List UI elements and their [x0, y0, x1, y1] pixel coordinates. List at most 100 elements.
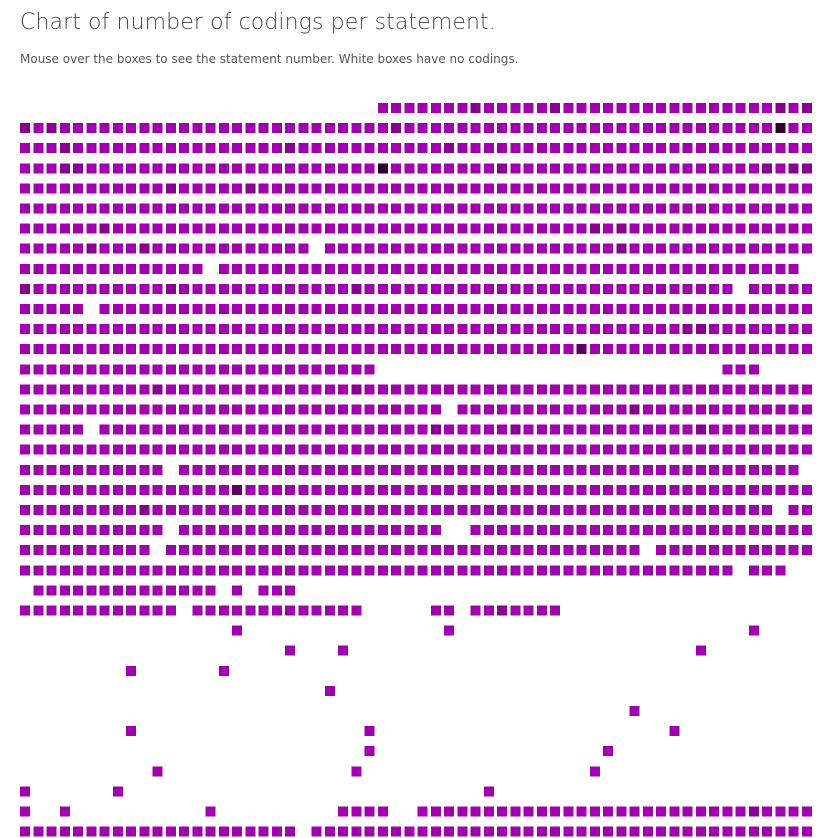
statement-box[interactable]: 1118: [576, 464, 587, 475]
statement-box[interactable]: 1069: [722, 444, 733, 455]
statement-box[interactable]: 913: [245, 404, 256, 415]
statement-box[interactable]: 569: [404, 283, 415, 294]
statement-box[interactable]: 611: [165, 304, 176, 314]
statement-box[interactable]: 470: [669, 243, 680, 254]
statement-box[interactable]: 71: [152, 123, 163, 134]
statement-box[interactable]: 544: [73, 283, 83, 294]
statement-box[interactable]: 978: [311, 424, 322, 435]
statement-box[interactable]: 894: [788, 384, 799, 395]
statement-box[interactable]: 586: [629, 283, 640, 294]
statement-box[interactable]: 1125: [669, 464, 680, 475]
statement-box[interactable]: 911: [218, 404, 229, 415]
statement-box[interactable]: 511: [417, 263, 428, 274]
statement-box[interactable]: 160: [536, 143, 547, 154]
statement-box[interactable]: 1285: [417, 525, 428, 536]
statement-box[interactable]: 216: [483, 163, 494, 174]
statement-box[interactable]: 665: [86, 324, 97, 335]
statement-box[interactable]: 1076: [20, 464, 30, 475]
statement-box[interactable]: 455: [470, 243, 481, 254]
statement-box[interactable]: 755: [483, 344, 494, 355]
statement-box[interactable]: 269: [391, 183, 401, 194]
statement-box[interactable]: 789: [139, 364, 150, 375]
statement-box[interactable]: 1090: [205, 464, 216, 475]
statement-box[interactable]: 939: [589, 404, 600, 415]
statement-box[interactable]: 1005: [669, 424, 680, 435]
statement-box[interactable]: 1327: [179, 545, 189, 556]
statement-box[interactable]: 678: [258, 324, 269, 335]
statement-box[interactable]: 99: [523, 123, 534, 134]
statement-box[interactable]: 387: [364, 223, 375, 234]
statement-box[interactable]: 1499: [99, 605, 110, 616]
statement-box[interactable]: 555: [218, 283, 229, 294]
statement-box[interactable]: 373: [179, 223, 189, 234]
statement-box[interactable]: 1031: [218, 444, 229, 455]
statement-box[interactable]: 486: [86, 263, 97, 274]
statement-box[interactable]: 2150: [59, 826, 70, 837]
statement-box[interactable]: 669: [139, 324, 150, 335]
statement-box[interactable]: 1070: [735, 444, 746, 455]
statement-box[interactable]: 877: [563, 384, 574, 395]
statement-box[interactable]: 565: [351, 283, 362, 294]
statement-box[interactable]: 1336: [298, 545, 309, 556]
statement-box[interactable]: 192: [165, 163, 176, 174]
statement-box[interactable]: 2087: [20, 806, 30, 817]
statement-box[interactable]: 990: [470, 424, 481, 435]
statement-box[interactable]: 1223: [391, 505, 401, 515]
statement-box[interactable]: 1103: [377, 464, 388, 475]
statement-box[interactable]: 441: [285, 243, 295, 254]
statement-box[interactable]: 1435: [46, 585, 57, 596]
statement-box[interactable]: 614: [205, 304, 216, 314]
statement-box[interactable]: 596: [762, 283, 772, 294]
statement-box[interactable]: 487: [99, 263, 110, 274]
statement-box[interactable]: 802: [311, 364, 322, 375]
statement-box[interactable]: 777: [775, 344, 786, 355]
statement-box[interactable]: 1202: [112, 505, 123, 515]
statement-box[interactable]: 680: [285, 324, 295, 335]
statement-box[interactable]: 839: [59, 384, 70, 395]
statement-box[interactable]: 1442: [139, 585, 150, 596]
statement-box[interactable]: 473: [709, 243, 719, 254]
statement-box[interactable]: 854: [258, 384, 269, 395]
statement-box[interactable]: 87: [364, 123, 375, 134]
statement-box[interactable]: 299: [788, 183, 799, 194]
statement-box[interactable]: 994: [523, 424, 534, 435]
statement-box[interactable]: 2201: [735, 826, 746, 837]
statement-box[interactable]: 1124: [656, 464, 666, 475]
statement-box[interactable]: 2191: [603, 826, 613, 837]
statement-box[interactable]: 546: [99, 283, 110, 294]
statement-box[interactable]: 628: [391, 304, 401, 314]
statement-box[interactable]: 1038: [311, 444, 322, 455]
statement-box[interactable]: 1233: [523, 505, 534, 515]
statement-box[interactable]: 890: [735, 384, 746, 395]
statement-box[interactable]: 549: [139, 283, 150, 294]
statement-box[interactable]: 77: [232, 123, 242, 134]
statement-box[interactable]: 578: [523, 283, 534, 294]
statement-box[interactable]: 2174: [377, 826, 388, 837]
statement-box[interactable]: 2111: [338, 806, 348, 817]
statement-box[interactable]: 1279: [338, 525, 348, 536]
statement-box[interactable]: 124: [59, 143, 70, 154]
statement-box[interactable]: 842: [99, 384, 110, 395]
statement-box[interactable]: 194: [192, 163, 203, 174]
statement-box[interactable]: 100: [536, 123, 547, 134]
statement-box[interactable]: 699: [536, 324, 547, 335]
statement-box[interactable]: 1428: [722, 565, 733, 576]
statement-box[interactable]: 288: [642, 183, 653, 194]
statement-box[interactable]: 1113: [510, 464, 521, 475]
statement-box[interactable]: 1315: [20, 545, 30, 556]
statement-box[interactable]: 308: [112, 203, 123, 214]
statement-box[interactable]: 530: [669, 263, 680, 274]
statement-box[interactable]: 908: [179, 404, 189, 415]
statement-box[interactable]: 1099: [324, 464, 335, 475]
statement-box[interactable]: 981: [351, 424, 362, 435]
statement-box[interactable]: 1414: [536, 565, 547, 576]
statement-box[interactable]: 717: [775, 324, 786, 335]
statement-box[interactable]: 132: [165, 143, 176, 154]
statement-box[interactable]: 1509: [232, 605, 242, 616]
statement-box[interactable]: 500: [271, 263, 282, 274]
statement-box[interactable]: 976: [285, 424, 295, 435]
statement-box[interactable]: 754: [470, 344, 481, 355]
statement-box[interactable]: 1324: [139, 545, 150, 556]
statement-box[interactable]: 883: [642, 384, 653, 395]
statement-box[interactable]: 584: [603, 283, 613, 294]
